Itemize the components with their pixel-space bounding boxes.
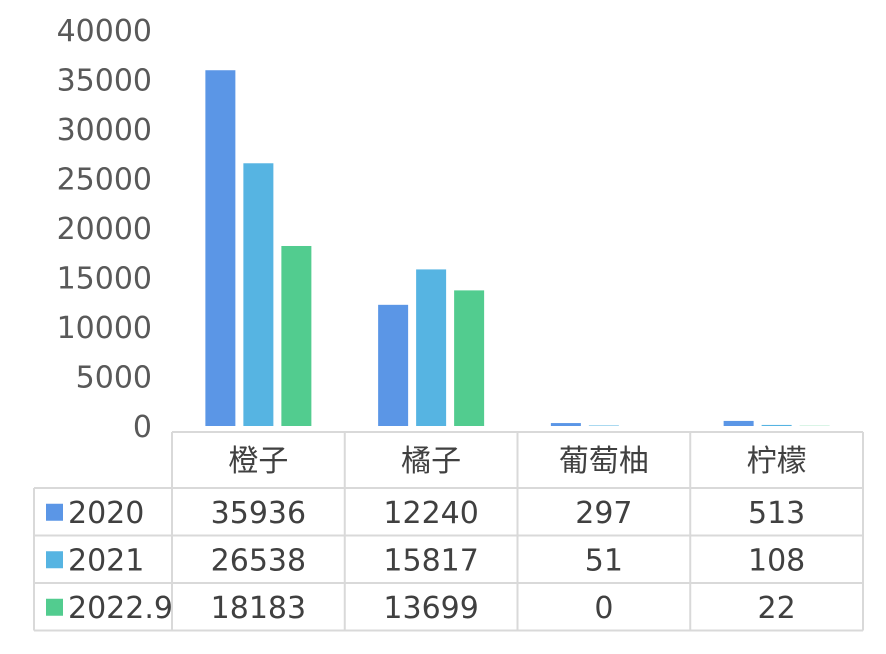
data-value: 13699 <box>383 591 478 626</box>
y-tick-label: 5000 <box>76 361 152 396</box>
bar-2020-橙子 <box>205 70 236 427</box>
data-value: 12240 <box>383 496 478 531</box>
category-label: 橘子 <box>401 444 461 479</box>
bar-2022.9-橙子 <box>281 245 312 426</box>
data-value: 108 <box>748 543 805 578</box>
y-tick-label: 20000 <box>57 212 152 247</box>
data-value: 18183 <box>211 591 306 626</box>
y-tick-label: 30000 <box>57 113 152 148</box>
y-tick-label: 35000 <box>57 64 152 99</box>
y-tick-label: 10000 <box>57 311 152 346</box>
y-tick-label: 0 <box>133 410 152 445</box>
data-value: 51 <box>585 543 623 578</box>
y-tick-label: 40000 <box>57 14 152 49</box>
data-value: 297 <box>575 496 632 531</box>
legend-label: 2022.9 <box>68 591 173 626</box>
data-value: 35936 <box>211 496 306 531</box>
data-value: 15817 <box>383 543 478 578</box>
category-label: 葡萄柚 <box>559 444 649 479</box>
data-value: 513 <box>748 496 805 531</box>
bar-2021-橘子 <box>416 269 447 426</box>
bar-2021-柠檬 <box>761 424 792 426</box>
data-table: 橙子 橘子 葡萄柚 柠檬 2020 35936 12240 297 513 2021 26538 15… <box>33 431 864 632</box>
bar-2020-柠檬 <box>723 420 754 426</box>
legend-swatch <box>46 598 63 616</box>
data-value: 0 <box>594 591 613 626</box>
category-label: 柠檬 <box>747 444 807 479</box>
legend-swatch <box>46 503 63 521</box>
data-value: 22 <box>758 591 796 626</box>
bar-2021-葡萄柚 <box>588 425 619 426</box>
bar-2022.9-橘子 <box>454 290 485 426</box>
y-axis: 0 5000 10000 15000 20000 25000 30000 35000 40000 <box>57 14 152 445</box>
bar-2021-橙子 <box>243 163 274 426</box>
bars <box>205 70 830 427</box>
data-value: 26538 <box>211 543 306 578</box>
y-tick-label: 15000 <box>57 262 152 297</box>
legend-label: 2020 <box>68 496 144 531</box>
bar-2020-橘子 <box>378 304 409 426</box>
bar-2020-葡萄柚 <box>550 423 581 426</box>
legend-label: 2021 <box>68 543 144 578</box>
category-label: 橙子 <box>228 444 288 479</box>
legend-swatch <box>46 551 63 569</box>
y-tick-label: 25000 <box>57 163 152 198</box>
